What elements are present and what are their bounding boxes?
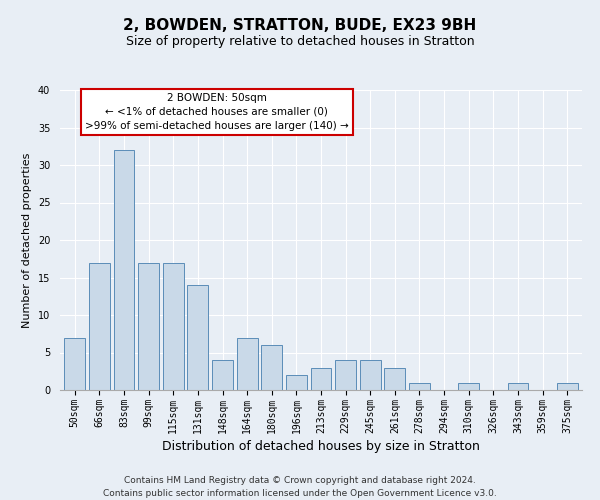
Text: Size of property relative to detached houses in Stratton: Size of property relative to detached ho… — [125, 35, 475, 48]
Text: Contains HM Land Registry data © Crown copyright and database right 2024.
Contai: Contains HM Land Registry data © Crown c… — [103, 476, 497, 498]
Bar — [286, 375, 307, 390]
Bar — [236, 338, 257, 390]
Bar — [138, 262, 159, 390]
Bar — [89, 262, 110, 390]
Bar — [458, 382, 479, 390]
Bar — [409, 382, 430, 390]
Y-axis label: Number of detached properties: Number of detached properties — [22, 152, 32, 328]
X-axis label: Distribution of detached houses by size in Stratton: Distribution of detached houses by size … — [162, 440, 480, 453]
Bar — [212, 360, 233, 390]
Bar — [261, 345, 282, 390]
Bar — [163, 262, 184, 390]
Text: 2 BOWDEN: 50sqm
← <1% of detached houses are smaller (0)
>99% of semi-detached h: 2 BOWDEN: 50sqm ← <1% of detached houses… — [85, 93, 349, 131]
Bar — [311, 368, 331, 390]
Bar — [64, 338, 85, 390]
Bar — [113, 150, 134, 390]
Bar — [360, 360, 381, 390]
Bar — [335, 360, 356, 390]
Bar — [557, 382, 578, 390]
Text: 2, BOWDEN, STRATTON, BUDE, EX23 9BH: 2, BOWDEN, STRATTON, BUDE, EX23 9BH — [124, 18, 476, 32]
Bar — [508, 382, 529, 390]
Bar — [385, 368, 406, 390]
Bar — [187, 285, 208, 390]
